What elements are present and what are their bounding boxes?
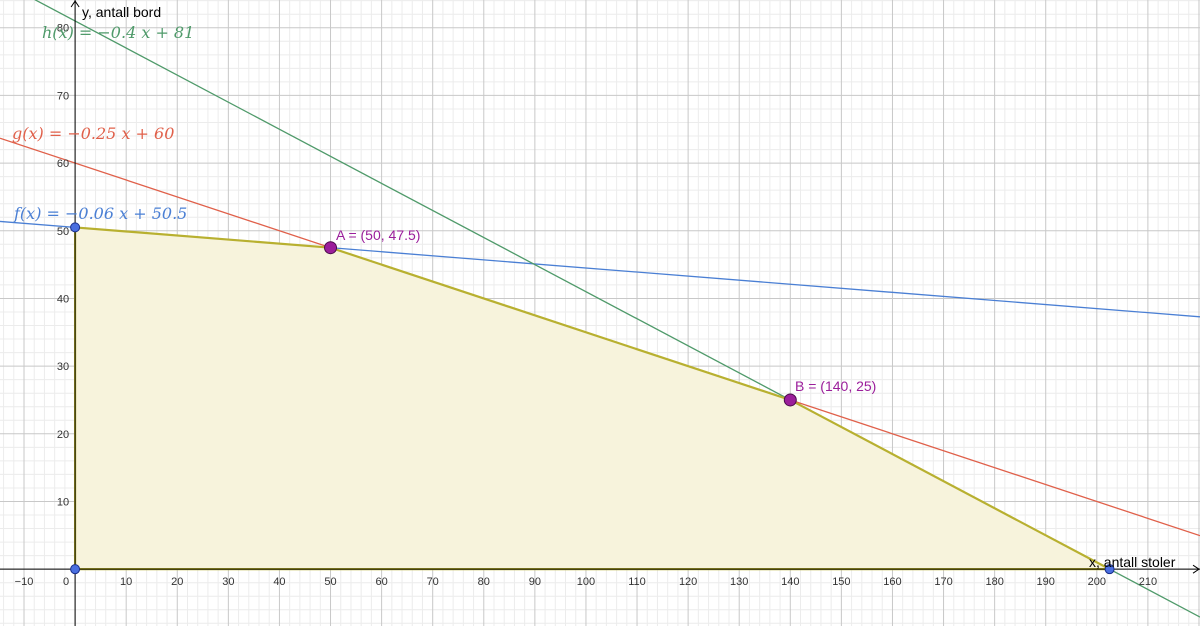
feasible-region-group bbox=[75, 227, 1110, 570]
x-tick-label: 30 bbox=[222, 576, 234, 588]
function-labels: h(x) = −0.4 x + 81 g(x) = −0.25 x + 60 f… bbox=[12, 23, 194, 223]
x-tick-label: 60 bbox=[375, 576, 387, 588]
y-tick-label: 70 bbox=[57, 90, 69, 102]
x-tick-label: 80 bbox=[478, 576, 490, 588]
y-axis-label: y, antall bord bbox=[82, 4, 161, 20]
point-labels: A = (50, 47.5) B = (140, 25) bbox=[336, 227, 876, 394]
label-h: h(x) = −0.4 x + 81 bbox=[42, 23, 194, 42]
vertex-point bbox=[1104, 564, 1115, 575]
x-tick-label: 160 bbox=[883, 576, 901, 588]
tick-labels: −10 0 10 20 30 40 50 60 70 80 90 100 110 120 130 140 150… bbox=[15, 23, 1157, 588]
label-f: f(x) = −0.06 x + 50.5 bbox=[13, 204, 187, 223]
x-tick-label: 20 bbox=[171, 576, 183, 588]
y-tick-label: 40 bbox=[57, 293, 69, 305]
y-axis-arrow bbox=[70, 0, 80, 8]
x-tick-label: 150 bbox=[832, 576, 850, 588]
x-tick-label: 40 bbox=[273, 576, 285, 588]
x-tick-label: 170 bbox=[934, 576, 952, 588]
y-tick-label: 50 bbox=[57, 226, 69, 238]
point-b bbox=[783, 393, 797, 407]
y-tick-label: 10 bbox=[57, 496, 69, 508]
points bbox=[70, 222, 1115, 575]
x-axis-arrow bbox=[1192, 564, 1200, 574]
x-tick-label: 200 bbox=[1088, 576, 1106, 588]
x-tick-label: 210 bbox=[1139, 576, 1157, 588]
x-tick-label: 10 bbox=[120, 576, 132, 588]
x-tick-label: 50 bbox=[324, 576, 336, 588]
x-tick-label: 120 bbox=[679, 576, 697, 588]
point-label-a: A = (50, 47.5) bbox=[336, 227, 420, 243]
y-tick-label: 20 bbox=[57, 429, 69, 441]
vertex-point bbox=[70, 222, 81, 233]
x-tick-label: 90 bbox=[529, 576, 541, 588]
x-tick-label: 110 bbox=[628, 576, 646, 588]
label-g: g(x) = −0.25 x + 60 bbox=[12, 124, 174, 143]
x-tick-label: −10 bbox=[15, 576, 34, 588]
point-a bbox=[324, 241, 338, 255]
x-tick-label: 130 bbox=[730, 576, 748, 588]
y-tick-label: 80 bbox=[57, 23, 69, 35]
x-tick-label: 0 bbox=[63, 576, 69, 588]
x-tick-label: 140 bbox=[781, 576, 799, 588]
point-label-b: B = (140, 25) bbox=[795, 378, 876, 394]
x-tick-label: 70 bbox=[427, 576, 439, 588]
x-tick-label: 180 bbox=[985, 576, 1003, 588]
y-tick-label: 30 bbox=[57, 361, 69, 373]
x-tick-label: 100 bbox=[577, 576, 595, 588]
x-tick-label: 190 bbox=[1037, 576, 1055, 588]
y-tick-label: 60 bbox=[57, 158, 69, 170]
x-axis-label: x, antall stoler bbox=[1089, 554, 1176, 570]
vertex-point bbox=[70, 564, 81, 575]
feasible-region bbox=[75, 227, 1110, 570]
